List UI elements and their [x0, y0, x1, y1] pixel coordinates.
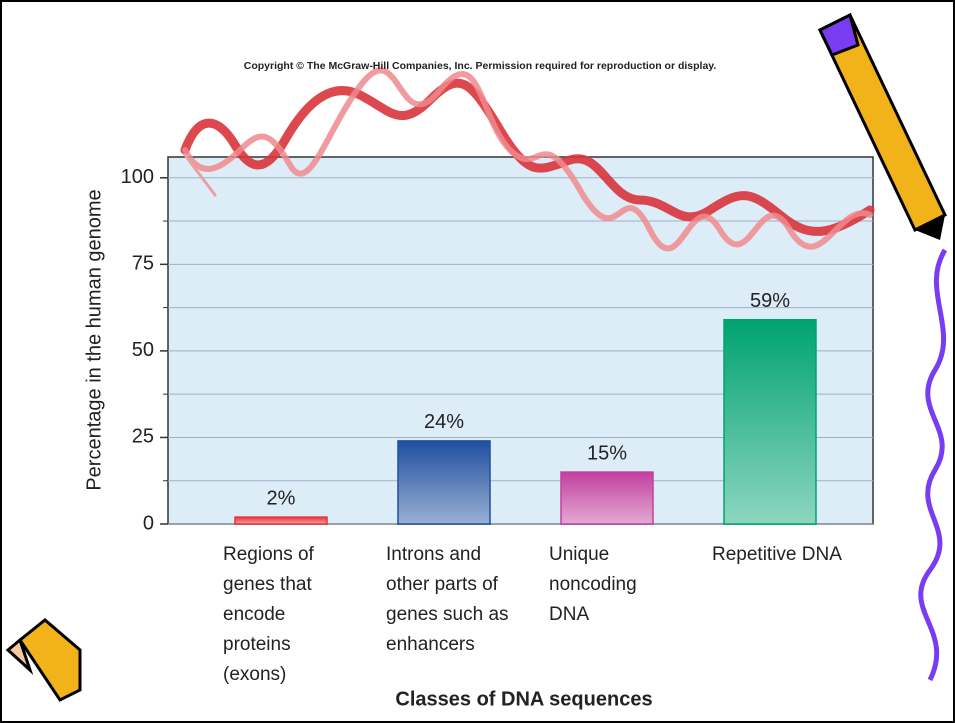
x-tick-label: Regions of genes that encode proteins (e… [223, 544, 314, 685]
value-label: 24% [424, 411, 464, 433]
y-tick-label: 25 [132, 426, 154, 448]
bar [234, 516, 328, 525]
pencil-decoration [5, 618, 82, 702]
x-tick-label: Unique noncoding DNA [549, 544, 637, 625]
value-label: 2% [267, 487, 296, 509]
x-axis-label: Classes of DNA sequences [395, 688, 652, 710]
bar [560, 471, 654, 525]
y-axis-label: Percentage in the human genome [83, 189, 105, 490]
copyright-title: Copyright © The McGraw-Hill Companies, I… [244, 60, 717, 72]
x-tick-label: Repetitive DNA [712, 544, 842, 565]
y-tick-label: 75 [132, 253, 154, 275]
pencil-decoration [818, 12, 947, 240]
y-tick-label: 0 [143, 512, 154, 534]
squiggle-decoration [918, 248, 948, 682]
value-label: 15% [587, 442, 627, 464]
y-tick-label: 50 [132, 339, 154, 361]
bar [397, 440, 491, 525]
y-tick-label: 100 [121, 166, 154, 188]
bar [723, 318, 817, 525]
x-tick-label: Introns and other parts of genes such as… [386, 544, 509, 655]
value-label: 59% [750, 290, 790, 312]
dna-ribbon [180, 67, 875, 252]
